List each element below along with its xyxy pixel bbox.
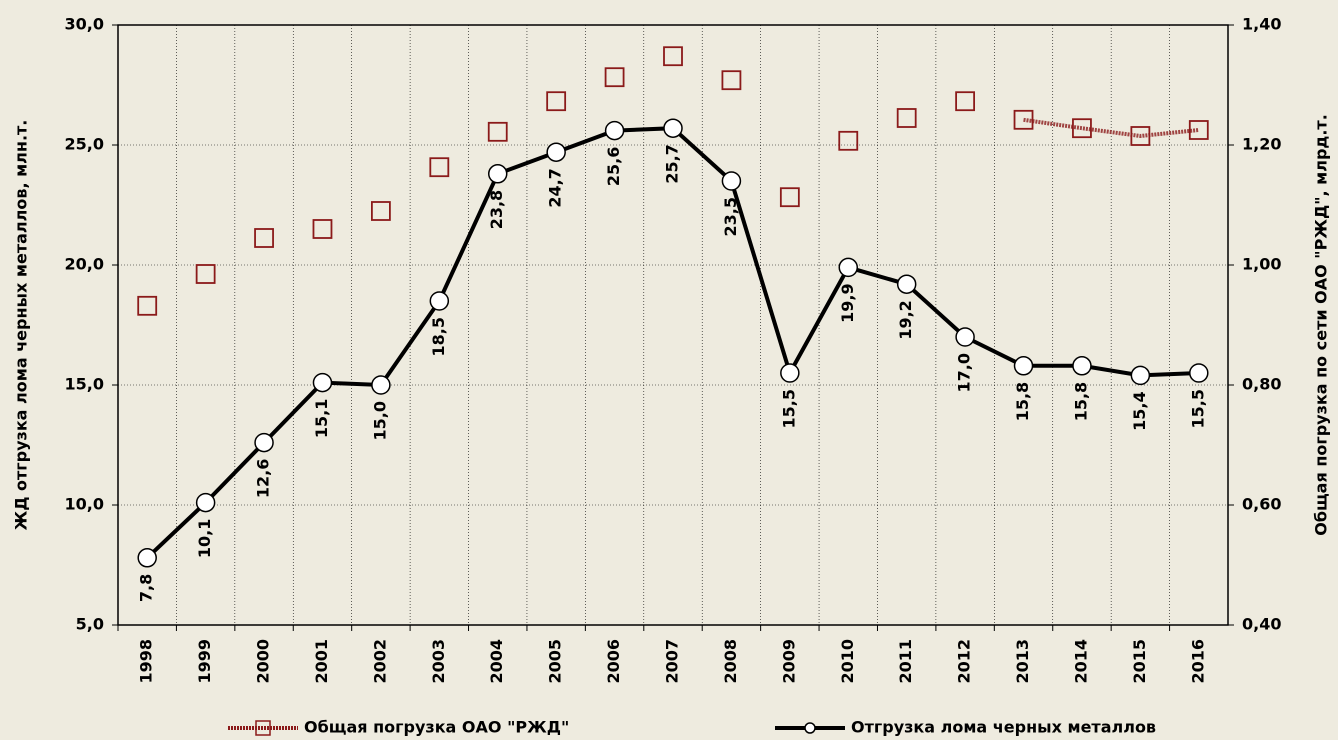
x-tick-label: 2006 xyxy=(604,639,623,684)
circle-marker xyxy=(371,375,391,395)
circle-marker xyxy=(546,142,566,162)
x-tick-label: 2014 xyxy=(1071,639,1090,684)
circle-marker xyxy=(1189,363,1209,383)
series-line xyxy=(1023,117,1199,139)
circle-marker xyxy=(663,118,683,138)
square-marker xyxy=(779,187,800,208)
square-marker xyxy=(663,46,683,67)
y-tick-label: 5,0 xyxy=(76,615,104,634)
x-tick-label: 2002 xyxy=(370,639,389,684)
plot-area xyxy=(117,24,1229,626)
data-label: 15,5 xyxy=(779,389,798,428)
circle-marker xyxy=(838,257,859,278)
circle-marker xyxy=(487,164,508,184)
square-marker xyxy=(955,91,976,112)
square-marker xyxy=(896,108,917,128)
x-tick-label: 2000 xyxy=(254,639,273,684)
square-marker xyxy=(254,228,274,248)
y2-tick-label: 0,40 xyxy=(1242,615,1281,634)
circle-marker xyxy=(1130,365,1151,386)
circle-marker xyxy=(1013,356,1034,376)
x-tick-label: 2012 xyxy=(955,639,974,684)
x-tick-label: 2013 xyxy=(1013,639,1032,684)
data-label: 25,7 xyxy=(663,144,682,183)
x-tick-label: 2016 xyxy=(1188,639,1207,684)
square-marker xyxy=(546,91,567,112)
circle-marker xyxy=(604,120,625,141)
square-marker xyxy=(312,219,333,239)
data-label: 15,4 xyxy=(1130,391,1149,430)
square-marker xyxy=(721,70,742,91)
x-tick-label: 2010 xyxy=(838,639,857,684)
y2-axis-label: Общая погрузка по сети ОАО "РЖД", млрд.т… xyxy=(1312,114,1331,536)
x-tick-label: 1998 xyxy=(137,639,156,684)
data-label: 12,6 xyxy=(254,459,273,498)
data-label: 23,5 xyxy=(721,197,740,236)
y-tick-label: 30,0 xyxy=(65,15,104,34)
x-tick-label: 2008 xyxy=(721,639,740,684)
x-tick-label: 2011 xyxy=(896,639,915,684)
x-tick-label: 2009 xyxy=(779,639,798,684)
x-tick-label: 2007 xyxy=(663,639,682,684)
circle-marker xyxy=(896,274,917,294)
data-label: 25,6 xyxy=(604,147,623,186)
x-tick-label: 2001 xyxy=(312,639,331,684)
circle-marker xyxy=(955,327,975,347)
data-label: 17,0 xyxy=(955,353,974,392)
x-tick-label: 2003 xyxy=(429,639,448,684)
square-marker xyxy=(1188,120,1209,140)
data-label: 15,1 xyxy=(312,399,331,438)
x-tick-label: 2004 xyxy=(487,639,506,684)
square-marker xyxy=(487,121,508,142)
data-label: 15,5 xyxy=(1188,389,1207,428)
x-tick-label: 2015 xyxy=(1130,639,1149,684)
data-label: 24,7 xyxy=(546,168,565,207)
square-marker xyxy=(137,295,158,316)
square-marker xyxy=(429,157,450,178)
data-label: 19,2 xyxy=(896,300,915,339)
y2-tick-label: 0,80 xyxy=(1242,375,1281,394)
square-marker xyxy=(1130,126,1151,146)
square-marker xyxy=(838,130,859,151)
data-label: 15,0 xyxy=(370,401,389,440)
y-tick-label: 20,0 xyxy=(65,255,104,274)
legend-marker xyxy=(804,722,816,734)
y2-tick-label: 1,00 xyxy=(1242,255,1281,274)
square-marker xyxy=(604,67,625,88)
circle-marker xyxy=(254,432,274,453)
data-label: 15,8 xyxy=(1071,382,1090,421)
circle-marker xyxy=(780,363,800,383)
y-axis-label: ЖД отгрузка лома черных металлов, млн.т. xyxy=(12,120,31,531)
legend-label: Общая погрузка ОАО "РЖД" xyxy=(304,718,569,737)
y-tick-label: 25,0 xyxy=(65,135,104,154)
data-label: 15,8 xyxy=(1013,382,1032,421)
square-marker xyxy=(1013,109,1034,130)
circle-marker xyxy=(429,291,450,311)
legend-label: Отгрузка лома черных металлов xyxy=(851,718,1156,737)
data-label: 7,8 xyxy=(137,574,156,602)
circle-marker xyxy=(137,548,157,568)
y-tick-label: 10,0 xyxy=(65,495,104,514)
data-label: 10,1 xyxy=(195,519,214,558)
y2-tick-label: 1,20 xyxy=(1242,135,1281,154)
y2-tick-label: 0,60 xyxy=(1242,495,1281,514)
data-label: 18,5 xyxy=(429,317,448,356)
x-tick-label: 2005 xyxy=(546,639,565,684)
circle-marker xyxy=(721,171,742,191)
data-label: 19,9 xyxy=(838,283,857,322)
y2-tick-label: 1,40 xyxy=(1242,15,1281,34)
legend-marker xyxy=(255,720,271,736)
square-marker xyxy=(1072,118,1092,139)
circle-marker xyxy=(312,372,333,393)
x-tick-label: 1999 xyxy=(195,639,214,684)
circle-marker xyxy=(1072,356,1092,376)
y-tick-label: 15,0 xyxy=(65,375,104,394)
square-marker xyxy=(195,264,216,284)
data-label: 23,8 xyxy=(487,190,506,229)
square-marker xyxy=(370,201,391,221)
circle-marker xyxy=(195,492,216,513)
